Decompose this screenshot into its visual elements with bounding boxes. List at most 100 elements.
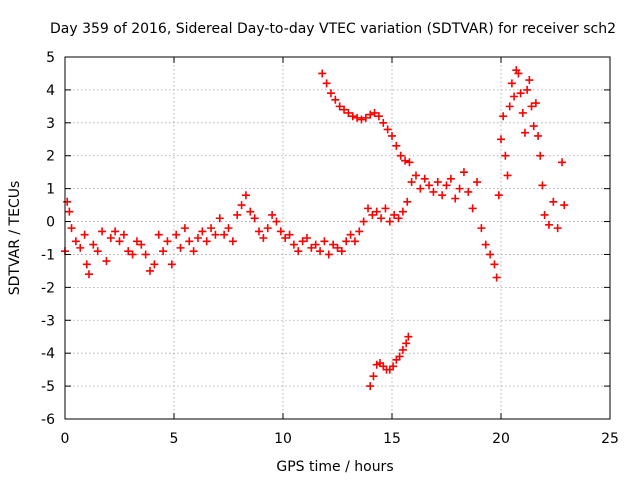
data-point [93, 247, 102, 256]
data-point [98, 227, 107, 236]
data-point [355, 227, 364, 236]
data-point [407, 178, 416, 187]
data-point [481, 240, 490, 249]
y-tick-label: -2 [41, 280, 55, 296]
data-point [389, 362, 398, 371]
data-point [344, 108, 353, 117]
data-point [501, 151, 510, 160]
data-point [525, 76, 534, 85]
data-point [486, 250, 495, 259]
data-point [381, 204, 390, 213]
data-point [326, 89, 335, 98]
data-point [451, 194, 460, 203]
data-point [425, 181, 434, 190]
data-point [505, 102, 514, 111]
data-point [124, 247, 133, 256]
plot-frame [64, 56, 611, 420]
data-point [560, 201, 569, 210]
data-point [402, 339, 411, 348]
x-tick-label: 0 [61, 431, 70, 447]
data-point [207, 224, 216, 233]
data-point [180, 224, 189, 233]
data-point [540, 210, 549, 219]
data-point [370, 108, 379, 117]
data-point [494, 191, 503, 200]
data-point [383, 125, 392, 134]
data-point [298, 237, 307, 246]
data-point [159, 247, 168, 256]
data-point [558, 158, 567, 167]
data-point [106, 234, 115, 242]
data-point [377, 214, 386, 223]
series-upper-descending [318, 69, 414, 167]
x-axis-label: GPS time / hours [276, 459, 393, 475]
data-point [503, 171, 512, 180]
data-point [390, 210, 399, 219]
y-tick-label: 0 [46, 215, 55, 231]
data-point [433, 178, 442, 187]
y-tick-label: 1 [46, 182, 55, 198]
data-point [146, 266, 155, 275]
data-point [324, 250, 333, 259]
data-point [401, 156, 410, 165]
data-point [516, 89, 525, 98]
ticks-layer: 0 5 10 15 20 25 -6 -5 -4 -3 -2 -1 0 1 2 3 4 5 [41, 50, 619, 447]
data-point [420, 174, 429, 183]
data-point [385, 217, 394, 226]
data-point [411, 171, 420, 180]
x-tick-label: 5 [170, 431, 179, 447]
data-point [369, 372, 378, 381]
data-point [67, 224, 76, 233]
data-point [395, 352, 404, 361]
data-point [272, 217, 281, 226]
data-point [372, 207, 381, 216]
data-point [523, 85, 532, 94]
data-point [163, 237, 172, 246]
data-point [154, 230, 163, 239]
data-point [497, 135, 505, 144]
data-point [492, 273, 501, 282]
data-point [404, 332, 413, 341]
data-point [307, 243, 316, 252]
data-point [374, 112, 383, 121]
data-point [255, 227, 264, 236]
data-point [224, 224, 233, 233]
data-point [507, 79, 516, 88]
data-point [89, 240, 98, 249]
data-point [416, 184, 425, 193]
x-tick-label: 20 [492, 431, 510, 447]
data-point [477, 224, 486, 233]
data-point [337, 247, 346, 256]
data-point [172, 230, 181, 239]
data-point [335, 102, 344, 111]
data-point [71, 237, 80, 246]
data-point [202, 237, 211, 246]
data-point [333, 243, 342, 252]
data-point [137, 240, 146, 249]
data-point [246, 207, 255, 216]
data-point [353, 113, 362, 122]
data-point [289, 240, 298, 249]
data-point [473, 178, 482, 187]
data-point [102, 257, 111, 266]
data-point [348, 112, 357, 121]
data-point [518, 108, 527, 117]
x-tick-label: 15 [383, 431, 401, 447]
data-point [357, 115, 366, 124]
data-point [396, 151, 405, 160]
data-point [119, 230, 128, 239]
data-point [342, 237, 351, 246]
data-point [350, 237, 359, 246]
data-point [316, 247, 325, 256]
y-tick-label: -5 [41, 379, 55, 395]
data-point [237, 201, 246, 210]
data-point [529, 122, 538, 131]
data-point [544, 220, 553, 229]
data-point [250, 214, 259, 223]
data-point [534, 131, 543, 140]
data-point [141, 250, 150, 259]
data-point [268, 210, 277, 219]
data-point [394, 214, 403, 223]
